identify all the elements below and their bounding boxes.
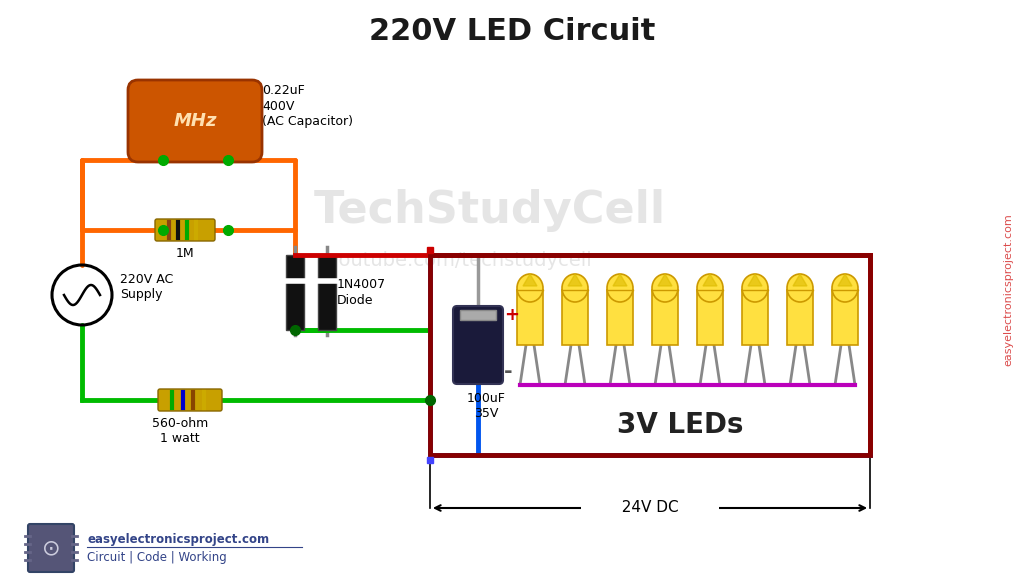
Text: 1M: 1M xyxy=(176,247,195,260)
Ellipse shape xyxy=(562,274,588,302)
Bar xyxy=(697,290,723,345)
Text: +: + xyxy=(504,306,519,324)
FancyBboxPatch shape xyxy=(128,80,262,162)
Text: 3V LEDs: 3V LEDs xyxy=(616,411,743,439)
Bar xyxy=(517,290,543,345)
FancyBboxPatch shape xyxy=(155,219,215,241)
FancyBboxPatch shape xyxy=(453,306,503,384)
Polygon shape xyxy=(748,274,762,286)
Polygon shape xyxy=(793,274,807,286)
Text: youtube.com/techstudycell: youtube.com/techstudycell xyxy=(328,251,592,270)
Text: 560-ohm
1 watt: 560-ohm 1 watt xyxy=(152,417,208,445)
Ellipse shape xyxy=(517,274,543,302)
Text: 1N4007
Diode: 1N4007 Diode xyxy=(337,279,386,306)
Text: 0.22uF
400V
(AC Capacitor): 0.22uF 400V (AC Capacitor) xyxy=(262,85,353,127)
Ellipse shape xyxy=(742,274,768,302)
Bar xyxy=(607,290,633,345)
FancyBboxPatch shape xyxy=(28,524,74,572)
Bar xyxy=(562,290,588,345)
FancyBboxPatch shape xyxy=(158,389,222,411)
Text: 220V AC
Supply: 220V AC Supply xyxy=(120,273,173,301)
Text: 100uF
35V: 100uF 35V xyxy=(467,392,506,420)
Polygon shape xyxy=(568,274,582,286)
Text: MHz: MHz xyxy=(173,112,217,130)
Text: easyelectronicsproject.com: easyelectronicsproject.com xyxy=(1002,214,1013,366)
Polygon shape xyxy=(703,274,717,286)
Ellipse shape xyxy=(787,274,813,302)
Ellipse shape xyxy=(697,274,723,302)
Text: -: - xyxy=(504,362,513,382)
Ellipse shape xyxy=(607,274,633,302)
Text: 24V DC: 24V DC xyxy=(611,501,688,516)
Bar xyxy=(787,290,813,345)
Text: TechStudyCell: TechStudyCell xyxy=(314,188,666,232)
Bar xyxy=(652,290,678,345)
Polygon shape xyxy=(613,274,627,286)
Ellipse shape xyxy=(831,274,858,302)
Bar xyxy=(742,290,768,345)
Text: ⊙: ⊙ xyxy=(42,538,60,558)
Bar xyxy=(460,310,496,320)
Ellipse shape xyxy=(652,274,678,302)
Text: easyelectronicsproject.com: easyelectronicsproject.com xyxy=(87,532,269,545)
Bar xyxy=(318,255,336,330)
Polygon shape xyxy=(838,274,852,286)
Polygon shape xyxy=(658,274,672,286)
Bar xyxy=(286,255,304,330)
Text: 220V LED Circuit: 220V LED Circuit xyxy=(369,17,655,47)
Bar xyxy=(430,255,870,455)
Bar xyxy=(831,290,858,345)
Text: Circuit | Code | Working: Circuit | Code | Working xyxy=(87,551,226,564)
Polygon shape xyxy=(523,274,537,286)
